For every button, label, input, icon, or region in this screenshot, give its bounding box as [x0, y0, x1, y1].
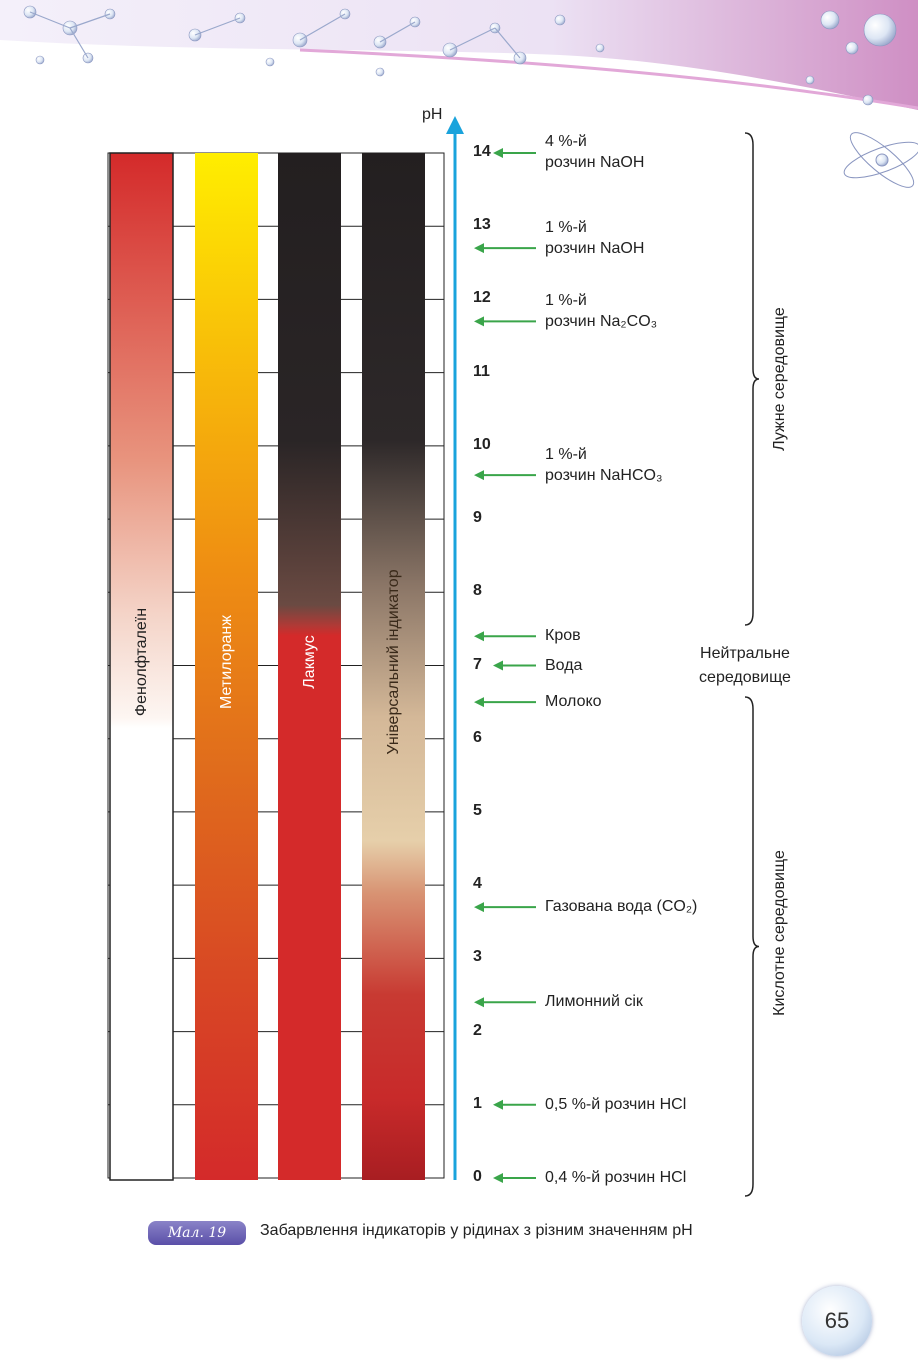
arrowhead: [493, 660, 503, 671]
neutral-line-2: середовище: [699, 669, 791, 686]
acidic-brace: [744, 696, 760, 1197]
substance-line: 1 %-й: [545, 292, 587, 310]
arrowhead: [474, 902, 484, 913]
arrowhead: [474, 997, 484, 1008]
substance-line: Кров: [545, 627, 581, 645]
indicator-bar: [195, 153, 258, 1180]
arrowhead: [474, 470, 484, 481]
substance-label: 0,5 %-й розчин HCl: [545, 1094, 686, 1115]
substance-label: Молоко: [545, 691, 602, 712]
substance-line: 0,4 %-й розчин HCl: [545, 1169, 687, 1186]
substance-line: 1 %-й: [545, 446, 587, 464]
ph-tick-label: 6: [473, 728, 482, 746]
arrowhead: [493, 148, 503, 158]
ph-tick-label: 8: [473, 582, 482, 600]
substance-line: Лимонний сік: [545, 993, 643, 1011]
indicator-label: Універсальний індикатор: [384, 569, 402, 755]
axis-arrowhead: [446, 116, 464, 134]
substance-label: Лимонний сік: [545, 991, 643, 1012]
ph-tick-label: 11: [473, 362, 490, 380]
substance-line: розчин NaOH: [545, 154, 645, 171]
indicator-bar: [362, 153, 425, 1180]
ph-tick-label: 5: [473, 801, 482, 819]
ph-tick-label: 3: [473, 948, 482, 966]
substance-label: 1 %-й розчин NaHCO₃: [545, 444, 663, 486]
ph-tick-label: 13: [473, 216, 491, 234]
indicator-label: Фенолфталеїн: [132, 607, 150, 717]
ph-tick-label: 2: [473, 1021, 482, 1039]
substance-line: розчин NaHCO₃: [545, 467, 663, 485]
ph-tick-label: 9: [473, 509, 482, 527]
substance-label: Вода: [545, 655, 582, 676]
substance-line: розчин NaOH: [545, 240, 645, 258]
arrowhead: [474, 316, 484, 327]
ph-tick-label: 12: [473, 289, 491, 307]
indicator-bar: [278, 153, 341, 1180]
arrowhead: [474, 631, 484, 642]
neutral-line-1: Нейтральне: [700, 645, 790, 662]
indicator-label: Метилоранж: [217, 615, 235, 709]
indicator-label: Лакмус: [300, 635, 318, 689]
molecule-header-decoration: [0, 0, 918, 188]
ph-tick-label: 0: [473, 1168, 482, 1185]
ph-indicator-chart: [107, 116, 760, 1197]
ph-tick-label: 14: [473, 143, 491, 160]
substance-line: 0,5 %-й розчин HCl: [545, 1095, 687, 1113]
substance-line: Молоко: [545, 693, 602, 711]
ph-tick-label: 10: [473, 435, 491, 453]
substance-label: 1 %-й розчин Na₂CO₃: [545, 290, 657, 332]
ph-tick-label: 4: [473, 875, 482, 893]
ph-tick-label: 7: [473, 655, 482, 673]
figure-badge: Мал. 19: [148, 1221, 246, 1245]
substance-label: Кров: [545, 625, 581, 646]
figure-caption: Забарвлення індикаторів у рідинах з різн…: [260, 1222, 693, 1239]
substance-label: Газована вода (CO₂): [545, 896, 697, 917]
acidic-region-label: Кислотне середовище: [771, 850, 788, 1016]
axis-label: pH: [422, 106, 443, 123]
substance-label: 0,4 %-й розчин HCl: [545, 1167, 686, 1188]
neutral-region-label: Нейтральне середовище: [680, 642, 810, 690]
arrowhead: [474, 697, 484, 708]
substance-label: 1 %-й розчин NaOH: [545, 217, 644, 259]
alkaline-region-label: Лужне середовище: [771, 307, 788, 451]
indicator-bar: [109, 152, 174, 1181]
page-number: 65: [802, 1286, 872, 1356]
ph-tick-label: 1: [473, 1094, 482, 1112]
arrowhead: [493, 1173, 503, 1183]
substance-line: розчин Na₂CO₃: [545, 313, 658, 331]
substance-label: 4 %-й розчин NaOH: [545, 131, 644, 173]
substance-line: 1 %-й: [545, 219, 587, 237]
alkaline-brace: [744, 132, 760, 626]
arrowhead: [493, 1099, 503, 1110]
substance-line: Газована вода (CO₂): [545, 898, 698, 916]
arrowhead: [474, 243, 484, 254]
substance-line: 4 %-й: [545, 133, 587, 150]
substance-line: Вода: [545, 656, 583, 674]
